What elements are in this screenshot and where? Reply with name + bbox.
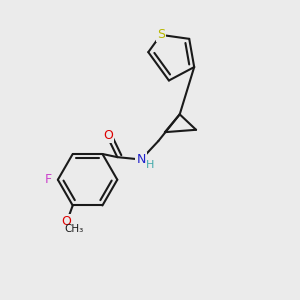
Text: N: N — [136, 153, 146, 166]
Text: O: O — [61, 215, 71, 228]
Text: O: O — [103, 129, 113, 142]
Text: CH₃: CH₃ — [64, 224, 83, 234]
Text: S: S — [157, 28, 165, 41]
Text: H: H — [146, 160, 154, 170]
Text: F: F — [45, 173, 52, 186]
